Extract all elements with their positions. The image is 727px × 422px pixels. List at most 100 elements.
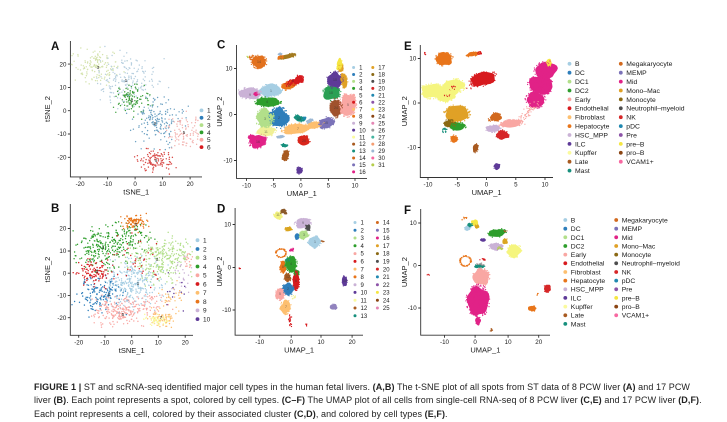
svg-text:25: 25 [383, 306, 390, 312]
svg-text:B: B [51, 203, 59, 215]
svg-text:6: 6 [155, 158, 158, 164]
svg-text:1: 1 [270, 89, 272, 93]
svg-text:0: 0 [63, 270, 67, 277]
svg-text:6: 6 [96, 269, 99, 275]
svg-text:-20: -20 [57, 155, 67, 162]
svg-text:3: 3 [264, 117, 266, 121]
svg-text:5: 5 [183, 130, 186, 136]
svg-text:6: 6 [203, 281, 207, 288]
svg-text:DC2: DC2 [575, 88, 589, 95]
svg-text:0: 0 [413, 100, 417, 107]
svg-text:4: 4 [207, 130, 211, 137]
svg-text:tSNE_1: tSNE_1 [119, 346, 145, 355]
svg-text:4: 4 [266, 100, 268, 104]
svg-text:18: 18 [329, 91, 333, 95]
svg-text:11: 11 [359, 135, 366, 141]
svg-text:10: 10 [59, 248, 66, 255]
svg-text:1: 1 [203, 238, 207, 245]
svg-text:3: 3 [359, 80, 363, 86]
svg-text:Mono–Mac: Mono–Mac [622, 243, 656, 250]
svg-text:-10: -10 [100, 339, 110, 346]
svg-text:6: 6 [359, 101, 363, 107]
svg-text:Mid: Mid [622, 235, 633, 242]
svg-text:16: 16 [359, 170, 366, 176]
svg-text:0: 0 [63, 108, 67, 115]
svg-text:UMAP_1: UMAP_1 [472, 188, 502, 197]
svg-text:15: 15 [324, 121, 328, 125]
svg-text:1: 1 [207, 108, 211, 115]
svg-text:0: 0 [228, 265, 232, 272]
svg-text:20: 20 [60, 61, 67, 68]
svg-text:UMAP_2: UMAP_2 [215, 257, 224, 287]
svg-text:8: 8 [135, 222, 138, 228]
svg-text:-10: -10 [255, 339, 265, 346]
svg-text:10: 10 [542, 182, 549, 189]
svg-text:-10: -10 [57, 131, 67, 138]
svg-text:DC1: DC1 [575, 79, 589, 86]
svg-text:24: 24 [383, 298, 390, 304]
svg-text:1: 1 [361, 221, 365, 227]
svg-text:10: 10 [226, 66, 233, 73]
svg-text:pre–B: pre–B [626, 141, 645, 148]
svg-text:Neutrophil–myeloid: Neutrophil–myeloid [626, 106, 684, 113]
svg-text:11: 11 [264, 130, 268, 134]
svg-text:MEMP: MEMP [626, 70, 647, 77]
svg-text:7: 7 [297, 127, 299, 131]
svg-text:-10: -10 [424, 182, 434, 189]
svg-text:3: 3 [303, 233, 305, 237]
svg-text:3: 3 [156, 257, 159, 263]
svg-text:2: 2 [361, 228, 365, 234]
svg-text:5: 5 [327, 182, 331, 189]
svg-text:UMAP_1: UMAP_1 [287, 189, 317, 198]
svg-text:11: 11 [276, 213, 280, 217]
svg-text:2: 2 [359, 73, 363, 79]
svg-text:10: 10 [352, 182, 359, 189]
svg-text:16: 16 [383, 236, 390, 242]
svg-text:Kupffer: Kupffer [575, 150, 598, 157]
svg-text:29: 29 [378, 149, 385, 155]
svg-text:-10: -10 [440, 339, 450, 346]
svg-text:1: 1 [314, 240, 316, 244]
svg-text:0: 0 [289, 339, 293, 346]
svg-text:Fibroblast: Fibroblast [571, 269, 601, 276]
svg-text:B: B [571, 217, 576, 224]
svg-text:VCAM1+: VCAM1+ [622, 313, 649, 320]
svg-text:E: E [404, 41, 412, 53]
svg-text:27: 27 [378, 135, 385, 141]
svg-text:7: 7 [359, 107, 363, 113]
svg-text:Pre: Pre [626, 132, 637, 139]
svg-text:15: 15 [383, 228, 390, 234]
svg-text:-10: -10 [57, 293, 67, 300]
svg-text:3: 3 [361, 236, 365, 242]
svg-text:Megakaryocyte: Megakaryocyte [622, 217, 668, 224]
svg-text:6: 6 [292, 79, 294, 83]
svg-text:-10: -10 [242, 182, 252, 189]
svg-text:19: 19 [383, 260, 390, 266]
svg-text:13: 13 [361, 314, 368, 320]
svg-text:Early: Early [571, 252, 587, 259]
svg-text:-5: -5 [271, 182, 277, 189]
svg-text:tSNE_2: tSNE_2 [43, 257, 52, 283]
svg-text:8: 8 [359, 114, 363, 120]
svg-text:-20: -20 [76, 181, 86, 188]
svg-text:5: 5 [279, 292, 281, 296]
svg-text:HSC_MPP: HSC_MPP [571, 287, 604, 294]
svg-text:B: B [575, 61, 580, 68]
svg-text:9: 9 [302, 221, 304, 225]
svg-text:0: 0 [413, 263, 417, 270]
svg-text:Mid: Mid [626, 79, 637, 86]
svg-text:DC: DC [571, 226, 581, 233]
svg-text:5: 5 [361, 252, 365, 258]
svg-text:Early: Early [575, 97, 591, 104]
svg-text:5: 5 [207, 137, 211, 144]
svg-text:A: A [51, 41, 59, 53]
svg-text:DC2: DC2 [571, 243, 585, 250]
svg-text:Pre: Pre [622, 287, 633, 294]
svg-text:10: 10 [224, 222, 231, 229]
svg-text:1: 1 [137, 281, 140, 287]
svg-text:tSNE_1: tSNE_1 [123, 187, 149, 196]
svg-text:Late: Late [575, 159, 588, 166]
svg-text:-20: -20 [57, 315, 67, 322]
svg-text:-10: -10 [222, 307, 232, 314]
svg-text:0: 0 [229, 112, 233, 119]
